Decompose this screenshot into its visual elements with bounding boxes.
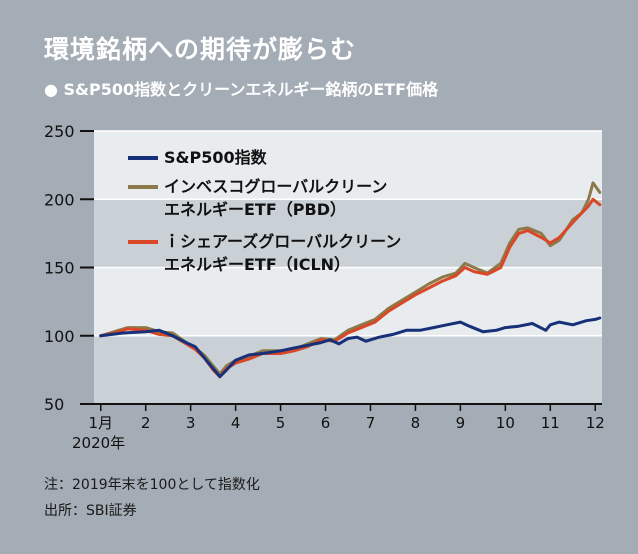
chart-subtitle: ● S&P500指数とクリーンエネルギー銘柄のETF価格 (44, 80, 439, 99)
y-tick-label: 100 (44, 327, 75, 346)
grid-band (94, 267, 602, 336)
legend-label: エネルギーETF（ICLN） (164, 255, 350, 274)
y-tick-label: 150 (44, 259, 75, 278)
x-tick-label: 6 (321, 414, 331, 432)
x-tick-label: 10 (496, 414, 515, 432)
x-tick-label: 11 (541, 414, 560, 432)
legend-label: エネルギーETF（PBD） (164, 200, 346, 219)
note-baseline: 注：2019年末を100として指数化 (44, 477, 260, 493)
y-tick-label: 50 (44, 395, 64, 414)
y-tick-label: 200 (44, 190, 75, 209)
legend-label: インベスコグローバルクリーン (164, 177, 387, 196)
note-source: 出所：SBI証券 (44, 503, 137, 519)
axis: 250 200 150 100 50 1月 2 3 4 5 6 7 8 9 10 11 12 2020年 (44, 122, 605, 452)
x-tick-label: 3 (186, 414, 196, 432)
grid-bands (94, 131, 602, 404)
grid-band (94, 131, 602, 200)
x-tick-label: 5 (276, 414, 286, 432)
x-tick-label: 2 (141, 414, 151, 432)
x-tick-label: 12 (586, 414, 605, 432)
series-line-0 (99, 316, 602, 379)
x-tick-label: 1月 (88, 414, 113, 432)
series-lines (99, 181, 602, 379)
grid-band (94, 335, 602, 404)
chart-title: 環境銘柄への期待が膨らむ (44, 35, 357, 64)
legend-label: S&P500指数 (164, 148, 268, 167)
legend-label: ｉシェアーズグローバルクリーン (164, 232, 401, 251)
y-tick-label: 250 (44, 122, 75, 141)
x-tick-label: 7 (366, 414, 376, 432)
x-tick-label: 4 (231, 414, 241, 432)
x-tick-label: 8 (411, 414, 421, 432)
x-year-label: 2020年 (72, 434, 125, 452)
x-tick-label: 9 (456, 414, 466, 432)
